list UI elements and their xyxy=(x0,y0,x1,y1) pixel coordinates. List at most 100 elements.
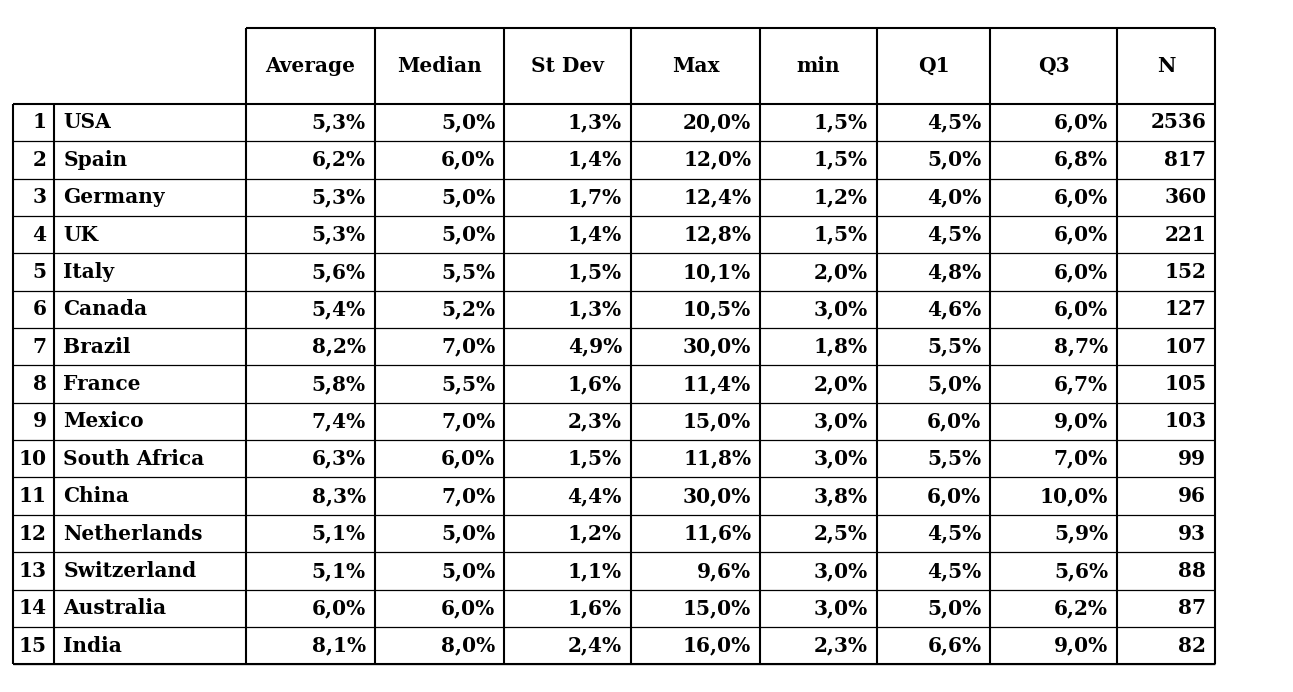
Text: 9,0%: 9,0% xyxy=(1054,412,1108,431)
Text: 4,8%: 4,8% xyxy=(927,262,981,282)
Text: St Dev: St Dev xyxy=(531,56,604,75)
Text: 6,0%: 6,0% xyxy=(312,599,366,618)
Text: 817: 817 xyxy=(1165,150,1206,170)
Text: 99: 99 xyxy=(1178,449,1206,468)
Text: 11,6%: 11,6% xyxy=(683,524,751,543)
Text: 4,0%: 4,0% xyxy=(927,188,981,207)
Text: 5,1%: 5,1% xyxy=(312,561,366,581)
Text: 1,5%: 1,5% xyxy=(813,113,868,132)
Text: China: China xyxy=(63,486,129,506)
Text: India: India xyxy=(63,636,123,655)
Text: Switzerland: Switzerland xyxy=(63,561,197,581)
Text: 6,0%: 6,0% xyxy=(1054,113,1108,132)
Text: Netherlands: Netherlands xyxy=(63,524,203,543)
Text: 7,0%: 7,0% xyxy=(1054,449,1108,468)
Text: 11,4%: 11,4% xyxy=(683,374,751,394)
Text: 8: 8 xyxy=(32,374,47,394)
Text: 8,1%: 8,1% xyxy=(312,636,366,655)
Text: 30,0%: 30,0% xyxy=(683,486,751,506)
Text: 6: 6 xyxy=(32,300,47,319)
Text: 1,8%: 1,8% xyxy=(813,337,868,356)
Text: 87: 87 xyxy=(1178,599,1206,618)
Text: Canada: Canada xyxy=(63,300,147,319)
Text: 5,5%: 5,5% xyxy=(441,262,495,282)
Text: 3,8%: 3,8% xyxy=(813,486,868,506)
Text: 5,5%: 5,5% xyxy=(927,337,981,356)
Text: 5,2%: 5,2% xyxy=(441,300,495,319)
Text: 6,0%: 6,0% xyxy=(1054,262,1108,282)
Text: 4,5%: 4,5% xyxy=(927,113,981,132)
Text: 15,0%: 15,0% xyxy=(683,412,751,431)
Text: 3,0%: 3,0% xyxy=(813,300,868,319)
Text: 30,0%: 30,0% xyxy=(683,337,751,356)
Text: 7,0%: 7,0% xyxy=(441,337,495,356)
Text: 6,0%: 6,0% xyxy=(1054,188,1108,207)
Text: Mexico: Mexico xyxy=(63,412,144,431)
Text: 2: 2 xyxy=(32,150,47,170)
Text: 3,0%: 3,0% xyxy=(813,412,868,431)
Text: 6,0%: 6,0% xyxy=(1054,300,1108,319)
Text: 11,8%: 11,8% xyxy=(683,449,751,468)
Text: Italy: Italy xyxy=(63,262,114,282)
Text: 4,4%: 4,4% xyxy=(568,486,622,506)
Text: Median: Median xyxy=(397,56,482,75)
Text: 82: 82 xyxy=(1178,636,1206,655)
Text: Brazil: Brazil xyxy=(63,337,131,356)
Text: 1,1%: 1,1% xyxy=(568,561,622,581)
Text: 5,6%: 5,6% xyxy=(1054,561,1108,581)
Text: 5,0%: 5,0% xyxy=(441,225,495,244)
Text: 20,0%: 20,0% xyxy=(683,113,751,132)
Text: 1,6%: 1,6% xyxy=(568,374,622,394)
Text: 221: 221 xyxy=(1165,225,1206,244)
Text: 6,0%: 6,0% xyxy=(441,150,495,170)
Text: Q3: Q3 xyxy=(1038,56,1069,75)
Text: 5,0%: 5,0% xyxy=(441,188,495,207)
Text: 5,9%: 5,9% xyxy=(1054,524,1108,543)
Text: 10,1%: 10,1% xyxy=(683,262,751,282)
Text: UK: UK xyxy=(63,225,98,244)
Text: 5,1%: 5,1% xyxy=(312,524,366,543)
Text: Germany: Germany xyxy=(63,188,164,207)
Text: 6,3%: 6,3% xyxy=(312,449,366,468)
Text: 13: 13 xyxy=(18,561,47,581)
Text: 12: 12 xyxy=(18,524,47,543)
Text: 4,5%: 4,5% xyxy=(927,524,981,543)
Text: 6,8%: 6,8% xyxy=(1054,150,1108,170)
Text: 3,0%: 3,0% xyxy=(813,599,868,618)
Text: 5,3%: 5,3% xyxy=(312,225,366,244)
Text: 6,0%: 6,0% xyxy=(441,599,495,618)
Text: 93: 93 xyxy=(1178,524,1206,543)
Text: 5: 5 xyxy=(32,262,47,282)
Text: 6,0%: 6,0% xyxy=(1054,225,1108,244)
Text: 6,2%: 6,2% xyxy=(1054,599,1108,618)
Text: N: N xyxy=(1157,56,1175,75)
Text: 15: 15 xyxy=(18,636,47,655)
Text: 14: 14 xyxy=(18,599,47,618)
Text: 96: 96 xyxy=(1178,486,1206,506)
Text: 5,5%: 5,5% xyxy=(927,449,981,468)
Text: 127: 127 xyxy=(1165,300,1206,319)
Text: 7,0%: 7,0% xyxy=(441,412,495,431)
Text: Average: Average xyxy=(265,56,356,75)
Text: 2,3%: 2,3% xyxy=(568,412,622,431)
Text: 1,6%: 1,6% xyxy=(568,599,622,618)
Text: France: France xyxy=(63,374,141,394)
Text: 2,4%: 2,4% xyxy=(568,636,622,655)
Text: 5,8%: 5,8% xyxy=(312,374,366,394)
Text: 88: 88 xyxy=(1178,561,1206,581)
Text: 8,0%: 8,0% xyxy=(441,636,495,655)
Text: South Africa: South Africa xyxy=(63,449,204,468)
Text: 360: 360 xyxy=(1164,188,1206,207)
Text: 2,0%: 2,0% xyxy=(813,262,868,282)
Text: 4,6%: 4,6% xyxy=(927,300,981,319)
Text: 11: 11 xyxy=(18,486,47,506)
Text: 1,4%: 1,4% xyxy=(568,150,622,170)
Text: 1,5%: 1,5% xyxy=(813,150,868,170)
Text: Australia: Australia xyxy=(63,599,167,618)
Text: Spain: Spain xyxy=(63,150,128,170)
Text: 16,0%: 16,0% xyxy=(683,636,751,655)
Text: 15,0%: 15,0% xyxy=(683,599,751,618)
Text: 4,5%: 4,5% xyxy=(927,561,981,581)
Text: 2536: 2536 xyxy=(1151,113,1206,132)
Text: 5,6%: 5,6% xyxy=(312,262,366,282)
